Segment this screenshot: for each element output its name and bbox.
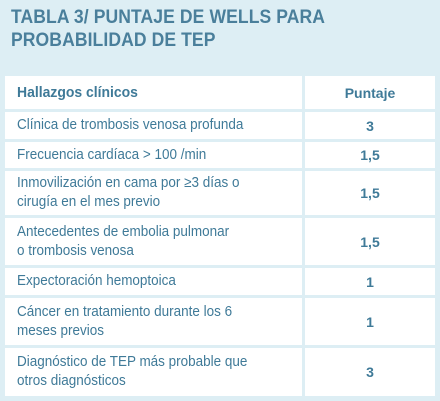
finding-text: Clínica de trombosis venosa profunda — [17, 116, 243, 135]
score-cell: 1,5 — [305, 218, 435, 265]
table-title: TABLA 3/ PUNTAJE DE WELLS PARA PROBABILI… — [11, 6, 389, 52]
finding-text: Frecuencia cardíaca > 100 /min — [17, 146, 206, 165]
score-cell: 1 — [305, 268, 435, 295]
finding-text: Diagnóstico de TEP más probable que otro… — [17, 353, 247, 391]
table-row: Frecuencia cardíaca > 100 /min 1,5 — [2, 142, 438, 168]
header-score: Puntaje — [344, 84, 396, 101]
score-value: 3 — [366, 117, 374, 134]
table-row: Antecedentes de embolia pulmonar o tromb… — [2, 218, 438, 265]
table-row: Inmovilización en cama por ≥3 días o cir… — [2, 171, 438, 215]
score-cell: 3 — [305, 348, 435, 396]
header-findings-cell: Hallazgos clínicos — [5, 76, 302, 109]
table-row: Cáncer en tratamiento durante los 6 mese… — [2, 298, 438, 345]
finding-line: otros diagnósticos — [17, 373, 126, 389]
finding-line: Diagnóstico de TEP más probable que — [17, 354, 248, 370]
finding-cell: Inmovilización en cama por ≥3 días o cir… — [5, 171, 302, 215]
finding-line: Frecuencia cardíaca > 100 /min — [17, 146, 207, 163]
finding-line: meses previos — [17, 322, 104, 339]
table-row: Expectoración hemoptoica 1 — [2, 268, 438, 295]
score-value: 1 — [366, 313, 374, 330]
score-cell: 3 — [305, 112, 435, 139]
finding-cell: Antecedentes de embolia pulmonar o tromb… — [5, 218, 302, 265]
finding-text: Antecedentes de embolia pulmonar o tromb… — [17, 223, 229, 261]
score-value: 1 — [366, 273, 374, 290]
finding-text: Expectoración hemoptoica — [17, 272, 176, 291]
finding-cell: Diagnóstico de TEP más probable que otro… — [5, 348, 302, 396]
table-title-line-1: TABLA 3/ PUNTAJE DE WELLS PARA — [11, 6, 326, 28]
finding-line: Clínica de trombosis venosa profunda — [17, 117, 244, 133]
finding-text: Cáncer en tratamiento durante los 6 mese… — [17, 303, 232, 341]
finding-line: o trombosis venosa — [17, 242, 134, 259]
wells-score-table: Hallazgos clínicos Puntaje Clínica de tr… — [2, 73, 438, 399]
finding-cell: Cáncer en tratamiento durante los 6 mese… — [5, 298, 302, 345]
table-row: Clínica de trombosis venosa profunda 3 — [2, 112, 438, 139]
score-value: 1,5 — [360, 147, 380, 163]
finding-cell: Frecuencia cardíaca > 100 /min — [5, 142, 302, 168]
finding-cell: Clínica de trombosis venosa profunda — [5, 112, 302, 139]
finding-line: cirugía en el mes previo — [17, 194, 161, 210]
finding-cell: Expectoración hemoptoica — [5, 268, 302, 295]
score-cell: 1,5 — [305, 142, 435, 168]
header-findings: Hallazgos clínicos — [17, 84, 138, 101]
table-header-row: Hallazgos clínicos Puntaje — [2, 76, 438, 109]
header-score-cell: Puntaje — [305, 76, 435, 109]
finding-line: Antecedentes de embolia pulmonar — [17, 223, 230, 240]
finding-line: Cáncer en tratamiento durante los 6 — [17, 303, 233, 320]
table-row: Diagnóstico de TEP más probable que otro… — [2, 348, 438, 396]
finding-text: Inmovilización en cama por ≥3 días o cir… — [17, 174, 240, 212]
finding-line: Expectoración hemoptoica — [17, 273, 176, 289]
score-value: 1,5 — [360, 233, 380, 250]
finding-line: Inmovilización en cama por ≥3 días o — [17, 175, 240, 191]
score-value: 1,5 — [360, 185, 380, 201]
score-cell: 1 — [305, 298, 435, 345]
score-cell: 1,5 — [305, 171, 435, 215]
score-value: 3 — [366, 364, 374, 380]
table-title-line-2: PROBABILIDAD DE TEP — [11, 29, 216, 51]
